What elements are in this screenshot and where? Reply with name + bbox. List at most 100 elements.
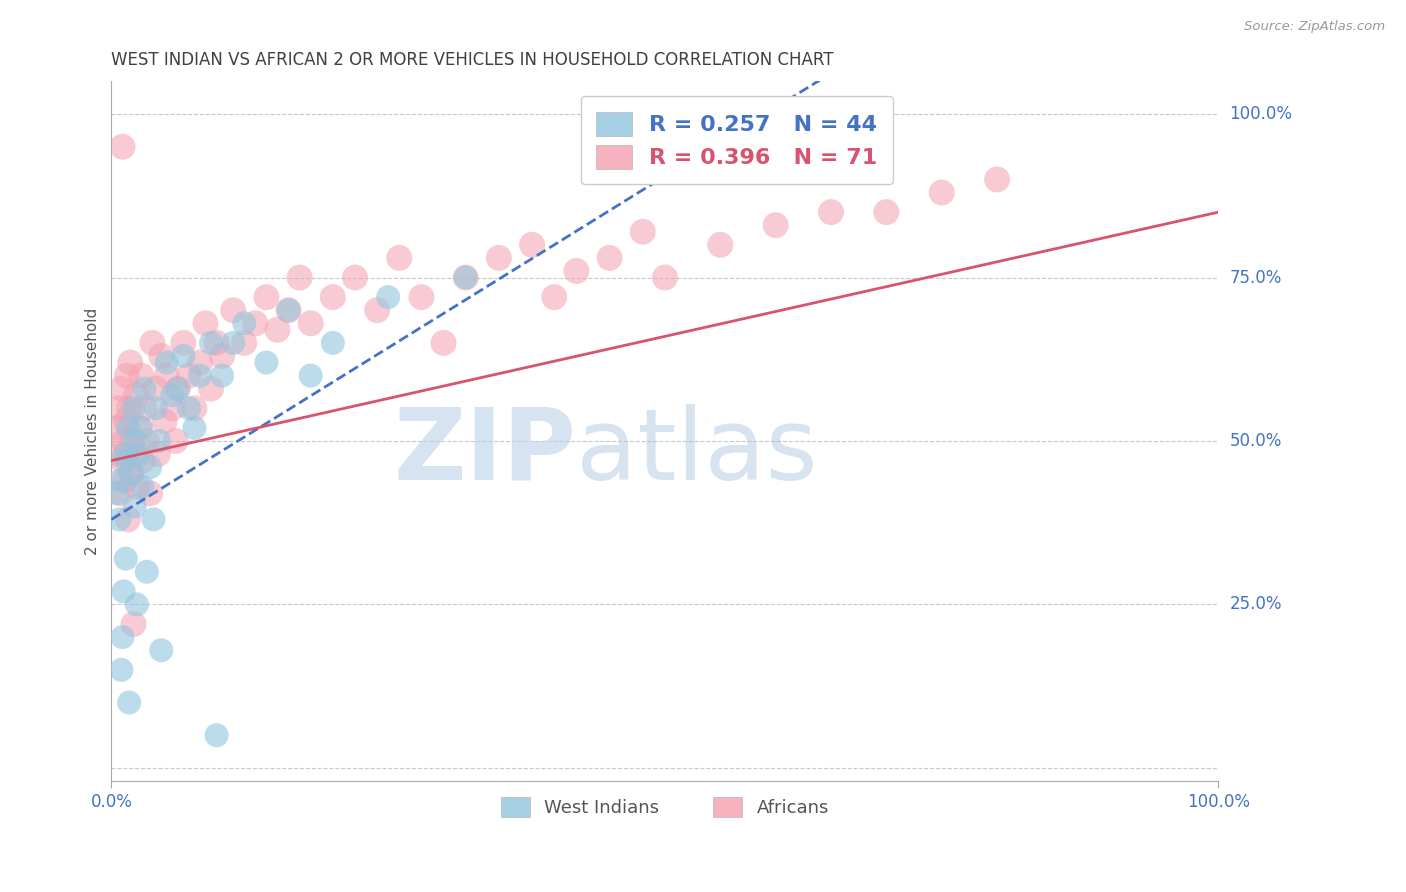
Legend: West Indians, Africans: West Indians, Africans bbox=[494, 790, 837, 824]
Point bbox=[188, 355, 211, 369]
Point bbox=[211, 349, 233, 363]
Point bbox=[128, 447, 150, 461]
Point bbox=[205, 728, 228, 742]
Point bbox=[254, 355, 277, 369]
Point bbox=[117, 512, 139, 526]
Text: Source: ZipAtlas.com: Source: ZipAtlas.com bbox=[1244, 20, 1385, 33]
Point bbox=[277, 303, 299, 318]
Point bbox=[108, 512, 131, 526]
Point bbox=[134, 382, 156, 396]
Point bbox=[124, 500, 146, 514]
Point bbox=[245, 316, 267, 330]
Point bbox=[135, 434, 157, 448]
Point bbox=[121, 434, 143, 448]
Point bbox=[565, 264, 588, 278]
Point bbox=[162, 388, 184, 402]
Point bbox=[299, 368, 322, 383]
Point bbox=[820, 205, 842, 219]
Point bbox=[142, 512, 165, 526]
Point bbox=[599, 251, 621, 265]
Point bbox=[110, 663, 132, 677]
Point bbox=[125, 388, 148, 402]
Point bbox=[131, 453, 153, 467]
Point bbox=[146, 447, 169, 461]
Point bbox=[222, 335, 245, 350]
Text: WEST INDIAN VS AFRICAN 2 OR MORE VEHICLES IN HOUSEHOLD CORRELATION CHART: WEST INDIAN VS AFRICAN 2 OR MORE VEHICLE… bbox=[111, 51, 834, 69]
Point bbox=[172, 349, 194, 363]
Y-axis label: 2 or more Vehicles in Household: 2 or more Vehicles in Household bbox=[86, 308, 100, 555]
Point bbox=[129, 368, 152, 383]
Point bbox=[183, 421, 205, 435]
Point bbox=[654, 270, 676, 285]
Point bbox=[875, 205, 897, 219]
Point bbox=[107, 447, 129, 461]
Point bbox=[543, 290, 565, 304]
Point bbox=[131, 480, 153, 494]
Point bbox=[134, 401, 156, 416]
Point bbox=[156, 368, 179, 383]
Point bbox=[377, 290, 399, 304]
Point bbox=[125, 598, 148, 612]
Point bbox=[765, 218, 787, 232]
Point bbox=[111, 140, 134, 154]
Point bbox=[112, 584, 135, 599]
Text: atlas: atlas bbox=[576, 404, 818, 500]
Text: ZIP: ZIP bbox=[394, 404, 576, 500]
Point bbox=[118, 696, 141, 710]
Point bbox=[122, 401, 145, 416]
Point bbox=[165, 434, 187, 448]
Point bbox=[145, 382, 167, 396]
Point bbox=[120, 467, 142, 481]
Point bbox=[166, 382, 188, 396]
Point bbox=[183, 401, 205, 416]
Point bbox=[128, 421, 150, 435]
Point bbox=[194, 316, 217, 330]
Point bbox=[141, 335, 163, 350]
Point bbox=[150, 349, 173, 363]
Point bbox=[122, 617, 145, 632]
Point bbox=[110, 473, 132, 487]
Point bbox=[211, 368, 233, 383]
Point bbox=[233, 316, 256, 330]
Point bbox=[139, 486, 162, 500]
Point bbox=[114, 551, 136, 566]
Point bbox=[145, 401, 167, 416]
Point bbox=[108, 401, 131, 416]
Point bbox=[139, 460, 162, 475]
Point bbox=[488, 251, 510, 265]
Point bbox=[118, 401, 141, 416]
Point bbox=[177, 368, 200, 383]
Point bbox=[117, 421, 139, 435]
Point bbox=[162, 401, 184, 416]
Point bbox=[200, 382, 222, 396]
Point bbox=[205, 335, 228, 350]
Point bbox=[454, 270, 477, 285]
Text: 25.0%: 25.0% bbox=[1230, 596, 1282, 614]
Point bbox=[105, 486, 128, 500]
Point bbox=[122, 447, 145, 461]
Point bbox=[115, 368, 138, 383]
Point bbox=[110, 486, 132, 500]
Point bbox=[432, 335, 454, 350]
Point bbox=[172, 335, 194, 350]
Point bbox=[366, 303, 388, 318]
Point bbox=[114, 473, 136, 487]
Point bbox=[709, 237, 731, 252]
Point bbox=[277, 303, 299, 318]
Point bbox=[135, 565, 157, 579]
Point bbox=[120, 355, 142, 369]
Point bbox=[222, 303, 245, 318]
Point bbox=[114, 414, 136, 428]
Point bbox=[125, 434, 148, 448]
Point bbox=[188, 368, 211, 383]
Point bbox=[114, 447, 136, 461]
Point bbox=[200, 335, 222, 350]
Point bbox=[454, 270, 477, 285]
Text: 75.0%: 75.0% bbox=[1230, 268, 1282, 286]
Point bbox=[111, 630, 134, 644]
Point bbox=[343, 270, 366, 285]
Point bbox=[110, 382, 132, 396]
Point bbox=[322, 290, 344, 304]
Point bbox=[299, 316, 322, 330]
Point bbox=[153, 414, 176, 428]
